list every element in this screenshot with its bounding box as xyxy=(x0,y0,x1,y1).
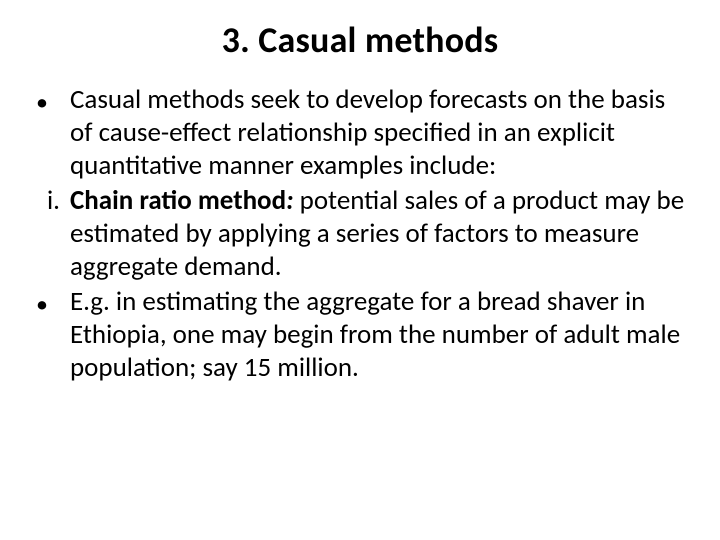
list-item: •Casual methods seek to develop forecast… xyxy=(34,84,690,183)
list-text: Casual methods seek to develop forecasts… xyxy=(70,84,690,183)
slide-content: •Casual methods seek to develop forecast… xyxy=(30,84,690,384)
list-text: Chain ratio method: potential sales of a… xyxy=(70,185,690,284)
slide: 3. Casual methods •Casual methods seek t… xyxy=(0,0,720,540)
list-item: i.Chain ratio method: potential sales of… xyxy=(34,185,690,284)
list-marker: i. xyxy=(34,185,70,218)
list-marker: • xyxy=(34,84,70,117)
text-run: : xyxy=(286,184,293,217)
slide-title: 3. Casual methods xyxy=(30,18,690,62)
list-text: E.g. in estimating the aggregate for a b… xyxy=(70,286,690,385)
list-marker: • xyxy=(34,286,70,319)
text-run: E.g. in estimating the aggregate for a b… xyxy=(70,285,680,384)
text-run: Casual methods seek to develop forecasts… xyxy=(70,83,665,182)
text-run: Chain ratio method xyxy=(70,184,286,217)
list-item: •E.g. in estimating the aggregate for a … xyxy=(34,286,690,385)
